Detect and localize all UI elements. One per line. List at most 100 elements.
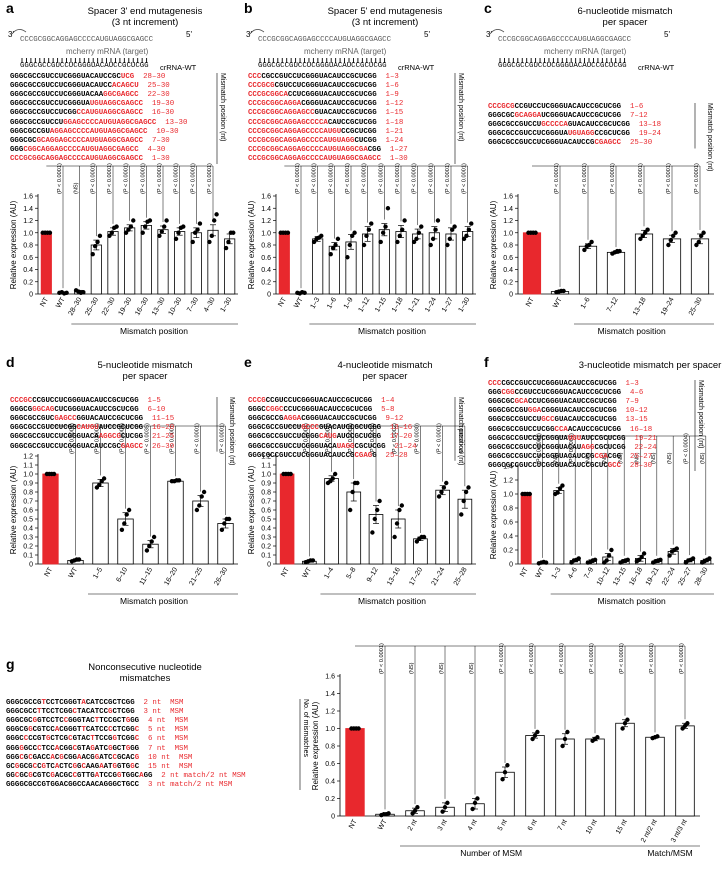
sequence-segment: T: [41, 699, 46, 707]
data-point: [395, 239, 400, 245]
x-tick-label: 10–12: [596, 566, 612, 586]
bar-NT: [279, 473, 295, 565]
crna-sequence: GGGCGCCGUCCUCGGGUACAUCCGCUCGG: [498, 62, 627, 70]
data-point: [668, 237, 673, 243]
data-point: [149, 539, 154, 544]
sequence-segment: CCCGCG: [488, 103, 515, 111]
sequence-segment: CCC: [488, 380, 502, 388]
bar-16–30: [140, 224, 152, 295]
data-point: [582, 247, 587, 253]
bar-NT: [40, 232, 52, 295]
data-point: [411, 239, 417, 245]
sequence-segment: GG: [143, 771, 153, 780]
pvalue-label: (P < 0.0001): [207, 163, 213, 194]
data-point: [643, 230, 648, 235]
pvalue-label: (P < 0.0001): [589, 643, 595, 674]
sequence-segment: G: [112, 762, 117, 771]
data-point: [433, 227, 438, 232]
y-tick-label: 1.1: [23, 463, 33, 470]
x-tick-label: 16–20: [163, 566, 179, 586]
sequence-segment: C: [14, 771, 20, 780]
pvalue-label: (NS): [469, 662, 475, 674]
y-tick-label: 0.2: [325, 796, 335, 803]
mismatch-sequence-row: CCCGCGGCAGGAGCCCCAUGUAGGCGAGCC 1–30: [10, 155, 170, 164]
pvalue-label: (P < 0.0001): [459, 423, 465, 454]
data-point: [107, 233, 112, 239]
sequence-segment: CGG: [59, 744, 73, 753]
target-sequence: CCCGCGGCAGGAGCCCCAUGUAGGCGAGCC: [498, 36, 632, 44]
sequence-segment: GGGCGCCGUCCUCGGGUACAA: [10, 91, 104, 100]
x-tick-label: 28–30: [68, 296, 84, 316]
sequence-segment: GGGCGCCGU: [10, 127, 50, 136]
sequence-segment: A: [99, 762, 104, 771]
data-point: [380, 230, 386, 235]
panel-b-title: Spacer 5' end mutagenesis (3 nt increment…: [300, 6, 470, 28]
data-point: [377, 498, 382, 504]
data-point: [707, 556, 712, 561]
data-point: [47, 230, 53, 235]
x-tick-label: 25–27: [677, 566, 693, 586]
x-tick-label: 4 nt: [467, 818, 479, 832]
data-point: [466, 227, 472, 232]
data-point: [157, 233, 162, 239]
data-point: [207, 239, 212, 245]
data-point: [439, 489, 444, 495]
data-point: [469, 221, 474, 226]
x-tick-label: NT: [525, 296, 536, 308]
sequence-segment: CAUG: [318, 433, 337, 442]
sequence-segment: CGUCCUCGGGUACAUCCGCUCGG: [274, 82, 377, 91]
data-point: [397, 507, 402, 513]
sequence-segment: GGGCGCCGUCCUCGGGUACAU: [488, 443, 582, 452]
side-label: Mismatch position (nt): [457, 73, 464, 142]
side-label: Mismatch position (nt): [219, 73, 226, 142]
data-point: [370, 530, 375, 535]
sequence-segment: G: [72, 762, 77, 771]
sequence-segment: GUACAUCCGCUCGG: [554, 416, 617, 425]
sequence-segment: CUCGG: [354, 136, 377, 145]
data-point: [606, 553, 612, 558]
x-tick-label: WT: [535, 566, 547, 580]
data-point: [475, 796, 480, 801]
data-point: [592, 557, 598, 562]
sequence-segment: G: [28, 771, 33, 780]
pvalue-label: (P < 0.0001): [554, 163, 560, 194]
sequence-segment: T: [90, 735, 95, 744]
sequence-segment: GGGCGCCGUCCUCGG: [488, 425, 555, 434]
y-tick-label: 0.8: [261, 490, 271, 497]
y-tick-label: 1.2: [503, 478, 513, 485]
data-point: [144, 548, 150, 553]
sequence-segment: ACGC: [54, 771, 73, 780]
mismatch-position-label: 16–30: [143, 109, 175, 118]
sequence-segment: CTCGG: [112, 708, 135, 717]
sequence-segment: C: [37, 762, 42, 771]
sequence-segment: C: [81, 762, 86, 771]
target-sequence: CCCGCGGCAGGAGCCCCAUGUAGGCGAGCC: [20, 36, 154, 44]
side-label: Mismatch position (nt): [706, 103, 713, 172]
sequence-segment: GGAGCCCCAUGUAGGCGAGCC: [63, 118, 157, 127]
sequence-segment: CCUCGGGUACAUCCGCUCGG: [287, 91, 377, 100]
mismatch-sequence-row: GGGCGCCGUAGGAGCCCCAUGUAGGCGAGCC 10–30: [10, 128, 179, 137]
data-point: [124, 512, 129, 517]
pvalue-label: (P < 0.0001): [170, 423, 176, 454]
data-point: [470, 806, 475, 812]
pvalue-label: (P < 0.0001): [428, 163, 434, 194]
y-tick-label: 0.7: [23, 499, 33, 506]
mismatch-sequence-row: GGGCGCCGUCCUGCCGUACAUCCGCUCGG 13–15: [488, 416, 648, 425]
pvalue-label: (P < 0.0001): [445, 163, 451, 194]
x-tick-label: 19–21: [645, 566, 661, 586]
y-tick-label: 0.8: [23, 243, 33, 250]
mismatch-position-label: 25–30: [621, 139, 653, 148]
data-point: [428, 242, 433, 248]
sequence-segment: AGGA: [283, 415, 302, 424]
sequence-segment: AGGAGCCCCAUGUAGGCGAGCC: [49, 127, 148, 136]
mismatch-position-label: 28–30: [621, 461, 653, 470]
sequence-segment: CATCCGCTCGG: [85, 699, 135, 707]
sequence-segment: AUCCGCUCGG: [98, 424, 144, 433]
mismatch-sequence-row: GGGCGCCGUCCUCGGGUACAUCCGCGAGCC 25–30: [488, 139, 652, 148]
data-point: [311, 239, 317, 245]
data-point: [440, 809, 445, 814]
data-point: [641, 551, 647, 556]
data-point: [192, 230, 198, 235]
